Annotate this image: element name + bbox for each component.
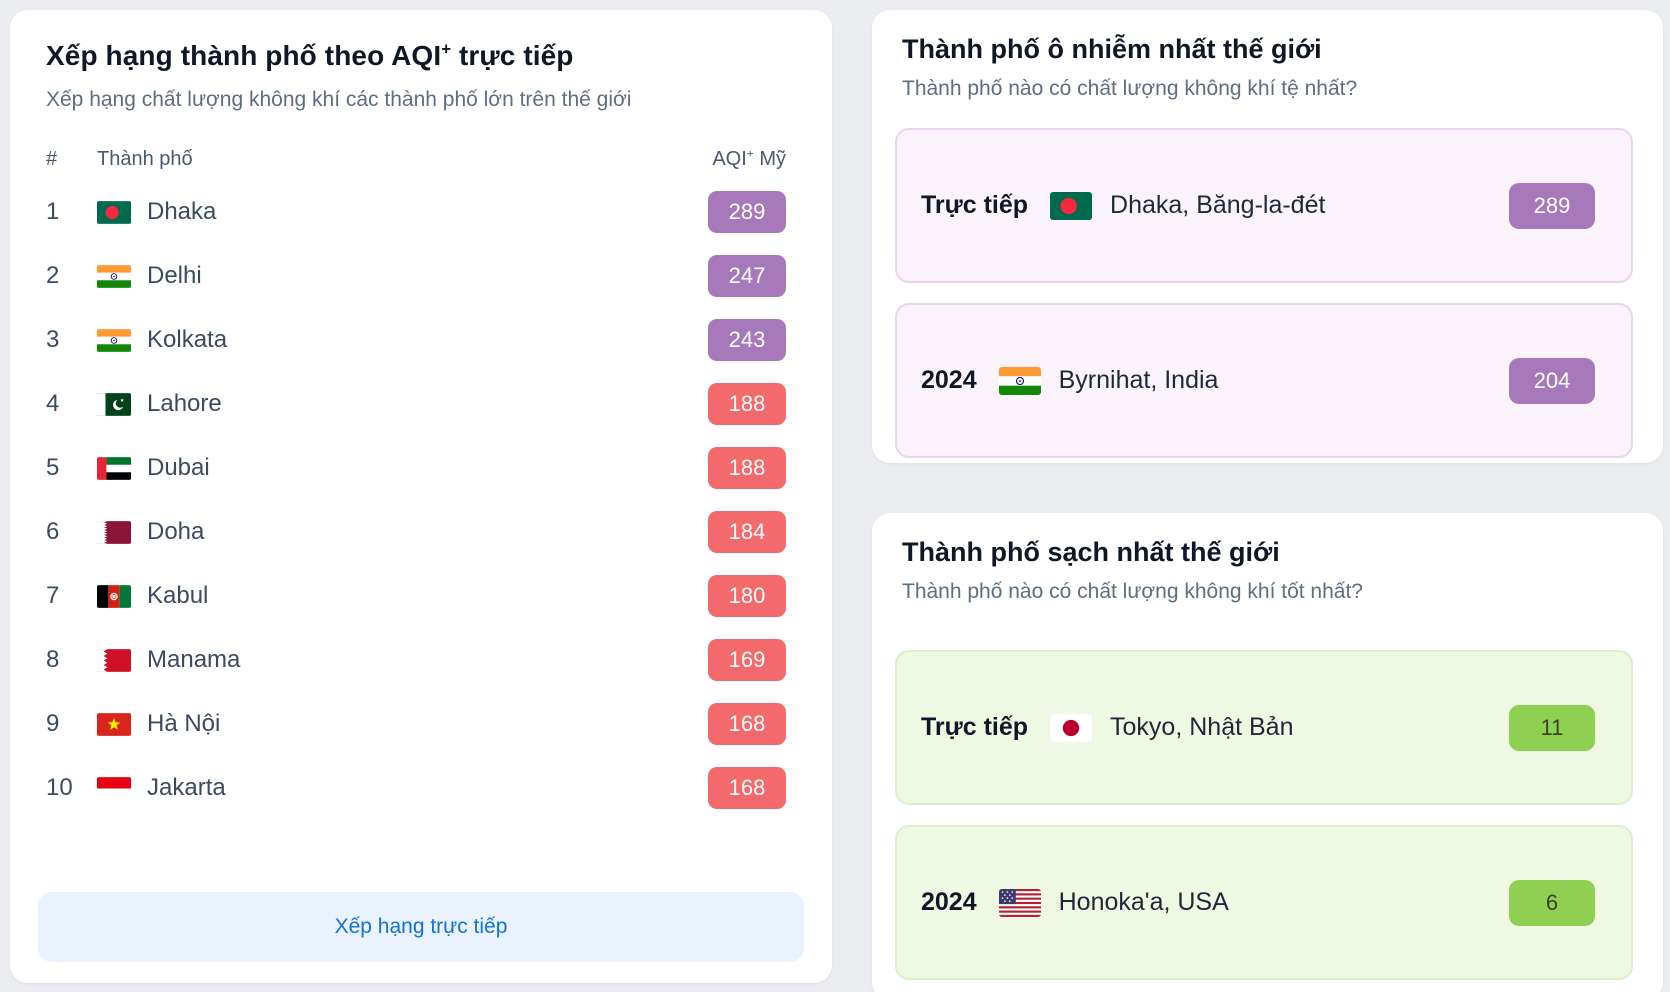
aqi-value-badge: 6 [1509, 879, 1595, 926]
city-name: Hà Nội [147, 710, 221, 737]
cleanest-boxes: Trực tiếp Tokyo, Nhật Bản 11 2024 Honoka… [895, 650, 1633, 992]
vn-flag-icon [97, 712, 131, 736]
city-name: Dhaka, Băng-la-đét [1110, 191, 1326, 219]
aqi-value-badge: 243 [708, 319, 786, 361]
city-name: Jakarta [147, 774, 226, 801]
most-polluted-title: Thành phố ô nhiễm nhất thế giới [902, 34, 1322, 64]
header-city: Thành phố [97, 148, 193, 170]
aqi-value-badge: 188 [708, 447, 786, 489]
aqi-value-badge: 289 [708, 191, 786, 233]
ae-flag-icon [97, 456, 131, 480]
ranking-table-body: 1 Dhaka 289 2 Delhi 247 3 Kolkata 243 4 Lahore 188 5… [46, 180, 786, 820]
in-flag-icon [998, 366, 1041, 395]
us-flag-icon [998, 888, 1041, 917]
aqi-value-badge: 168 [708, 767, 786, 809]
city-name: Tokyo, Nhật Bản [1110, 713, 1294, 741]
most-polluted-2024-box[interactable]: 2024 Byrnihat, India 204 [895, 303, 1633, 458]
ranking-row[interactable]: 7 Kabul 180 [46, 564, 786, 628]
ranking-card-subtitle: Xếp hạng chất lượng không khí các thành … [46, 88, 632, 111]
live-label: Trực tiếp [921, 713, 1029, 741]
in-flag-icon [97, 328, 131, 352]
ranking-row[interactable]: 5 Dubai 188 [46, 436, 786, 500]
af-flag-icon [97, 584, 131, 608]
rank-number: 3 [46, 326, 60, 353]
live-aqi-ranking-card: Xếp hạng thành phố theo AQI+ trực tiếp X… [10, 10, 832, 983]
rank-number: 10 [46, 774, 73, 801]
rank-number: 7 [46, 582, 60, 609]
aqi-plus-superscript: + [441, 39, 452, 59]
live-ranking-link-button[interactable]: Xếp hạng trực tiếp [38, 892, 804, 962]
cleanest-subtitle: Thành phố nào có chất lượng không khí tố… [902, 580, 1363, 603]
ranking-row[interactable]: 4 Lahore 188 [46, 372, 786, 436]
city-name: Byrnihat, India [1058, 366, 1219, 394]
rank-number: 9 [46, 710, 60, 737]
most-polluted-subtitle: Thành phố nào có chất lượng không khí tệ… [902, 77, 1358, 100]
city-name: Kabul [147, 582, 209, 609]
aqi-value-badge: 289 [1509, 182, 1595, 229]
aqi-value-badge: 11 [1509, 704, 1595, 751]
aqi-value-badge: 168 [708, 703, 786, 745]
ranking-table-header: # Thành phố AQI+ Mỹ [46, 146, 786, 171]
rank-number: 6 [46, 518, 60, 545]
ranking-row[interactable]: 3 Kolkata 243 [46, 308, 786, 372]
bd-flag-icon [97, 200, 131, 224]
most-polluted-city-card: Thành phố ô nhiễm nhất thế giới Thành ph… [872, 10, 1663, 463]
aqi-value-badge: 169 [708, 639, 786, 681]
ranking-row[interactable]: 2 Delhi 247 [46, 244, 786, 308]
in-flag-icon [97, 264, 131, 288]
aqi-value-badge: 188 [708, 383, 786, 425]
header-rank: # [46, 148, 58, 170]
jp-flag-icon [1050, 713, 1093, 742]
most-polluted-live-box[interactable]: Trực tiếp Dhaka, Băng-la-đét 289 [895, 128, 1633, 283]
aqi-value-badge: 204 [1509, 357, 1595, 404]
cleanest-live-box[interactable]: Trực tiếp Tokyo, Nhật Bản 11 [895, 650, 1633, 805]
city-name: Honoka'a, USA [1058, 888, 1229, 916]
qa-flag-icon [97, 520, 131, 544]
cleanest-city-card: Thành phố sạch nhất thế giới Thành phố n… [872, 513, 1663, 992]
rank-number: 2 [46, 262, 60, 289]
city-name: Dhaka [147, 198, 217, 225]
ranking-row[interactable]: 6 Doha 184 [46, 500, 786, 564]
ranking-row[interactable]: 10 Jakarta 168 [46, 756, 786, 820]
cleanest-title: Thành phố sạch nhất thế giới [902, 537, 1280, 567]
rank-number: 8 [46, 646, 60, 673]
aqi-value-badge: 180 [708, 575, 786, 617]
city-name: Lahore [147, 390, 222, 417]
rank-number: 5 [46, 454, 60, 481]
ranking-row[interactable]: 8 Manama 169 [46, 628, 786, 692]
pk-flag-icon [97, 392, 131, 416]
year-label: 2024 [921, 888, 977, 916]
live-label: Trực tiếp [921, 191, 1029, 219]
header-aqi-us: AQI+ Mỹ [712, 146, 786, 170]
aqi-value-badge: 247 [708, 255, 786, 297]
id-flag-icon [97, 776, 131, 800]
most-polluted-boxes: Trực tiếp Dhaka, Băng-la-đét 289 2024 By… [895, 128, 1633, 478]
city-name: Dubai [147, 454, 210, 481]
ranking-card-title: Xếp hạng thành phố theo AQI+ trực tiếp [46, 39, 574, 71]
ranking-row[interactable]: 1 Dhaka 289 [46, 180, 786, 244]
year-label: 2024 [921, 366, 977, 394]
ranking-row[interactable]: 9 Hà Nội 168 [46, 692, 786, 756]
rank-number: 1 [46, 198, 60, 225]
cleanest-2024-box[interactable]: 2024 Honoka'a, USA 6 [895, 825, 1633, 980]
city-name: Manama [147, 646, 241, 673]
city-name: Kolkata [147, 326, 228, 353]
bh-flag-icon [97, 648, 131, 672]
city-name: Delhi [147, 262, 202, 289]
rank-number: 4 [46, 390, 60, 417]
bd-flag-icon [1050, 191, 1093, 220]
city-name: Doha [147, 518, 205, 545]
aqi-value-badge: 184 [708, 511, 786, 553]
